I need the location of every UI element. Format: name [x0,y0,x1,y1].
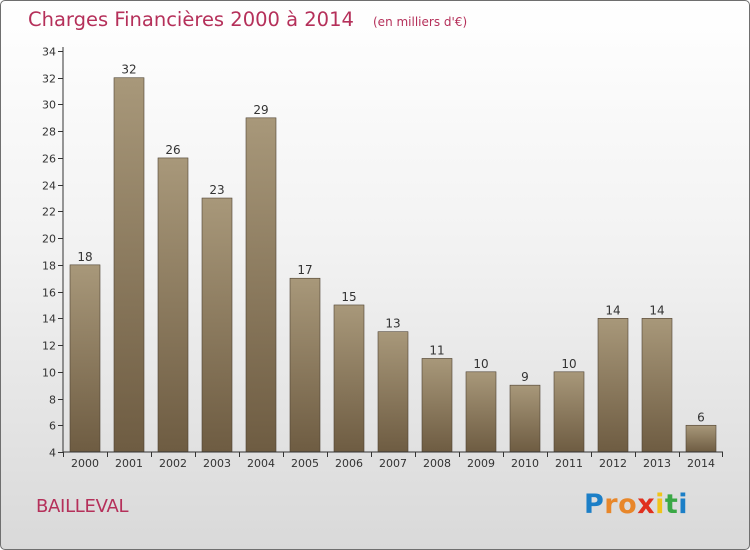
x-tick-label: 2001 [115,457,143,470]
y-tick-label: 6 [49,420,56,433]
x-tick-label: 2014 [687,457,715,470]
bar [245,117,277,453]
commune-name: BAILLEVAL [36,496,129,517]
y-tick-label: 14 [42,313,56,326]
bar [113,77,145,453]
bar [465,371,497,453]
data-label: 17 [297,263,312,277]
bar [597,318,629,453]
x-tick-label: 2010 [511,457,539,470]
chart-subtitle: (en milliers d'€) [373,15,468,29]
chart-title: Charges Financières 2000 à 2014 [28,8,354,31]
y-tick-label: 12 [42,340,56,353]
y-tick-label: 32 [42,73,56,86]
logo-letter: P [584,489,605,520]
proxiti-logo: Proxiti [584,489,688,520]
y-tick-label: 34 [42,46,56,59]
x-tick-label: 2008 [423,457,451,470]
logo-letter: i [655,489,665,520]
y-axis: 4 6 8 10 12 14 16 18 20 22 24 26 28 30 32 34 [42,46,64,460]
data-label: 10 [561,357,576,371]
logo-letter: i [678,489,689,520]
data-label: 29 [253,103,268,117]
y-tick-label: 20 [42,233,56,246]
data-label: 9 [521,370,529,384]
x-tick-label: 2003 [203,457,231,470]
y-tick-label: 30 [42,99,56,112]
bar [333,304,365,453]
title-row: Charges Financières 2000 à 2014 (en mill… [28,8,467,31]
bar [377,331,409,453]
x-tick-label: 2012 [599,457,627,470]
bar [641,318,673,453]
y-tick-label: 16 [42,287,56,300]
x-tick-label: 2004 [247,457,275,470]
data-label: 11 [429,343,444,357]
bar [69,264,101,453]
x-tick-label: 2007 [379,457,407,470]
bar [553,371,585,453]
x-axis: 2000 2001 2002 2003 2004 2005 2006 2007 2008 2009… [63,451,723,470]
y-tick-label: 4 [49,447,56,460]
logo-letter: x [637,489,656,520]
data-label: 26 [165,143,180,157]
bar [685,424,717,453]
x-tick-label: 2011 [555,457,583,470]
data-label: 6 [697,410,705,424]
x-tick-label: 2002 [159,457,187,470]
data-label: 14 [605,303,620,317]
data-label: 23 [209,183,224,197]
y-tick-label: 10 [42,367,56,380]
data-label: 13 [385,317,400,331]
bar [289,277,321,453]
x-tick-label: 2009 [467,457,495,470]
y-tick-label: 28 [42,126,56,139]
data-label: 15 [341,290,356,304]
y-tick-label: 24 [42,180,56,193]
data-label: 32 [121,63,136,77]
data-label: 14 [649,303,664,317]
y-tick-label: 8 [49,394,56,407]
x-tick-label: 2000 [71,457,99,470]
bars: 18 32 26 23 29 17 15 13 11 10 9 10 14 14 6 [69,63,717,453]
x-tick-label: 2006 [335,457,363,470]
logo-letter: r [604,489,619,520]
logo-letter: o [618,489,638,520]
x-tick-label: 2005 [291,457,319,470]
data-label: 10 [473,357,488,371]
y-tick-label: 26 [42,153,56,166]
bar [421,358,453,453]
data-label: 18 [77,250,92,264]
y-tick-label: 22 [42,206,56,219]
bar [201,197,233,453]
bar [509,384,541,453]
y-tick-label: 18 [42,260,56,273]
x-tick-label: 2013 [643,457,671,470]
bar [157,157,189,453]
logo-letter: t [664,489,679,520]
